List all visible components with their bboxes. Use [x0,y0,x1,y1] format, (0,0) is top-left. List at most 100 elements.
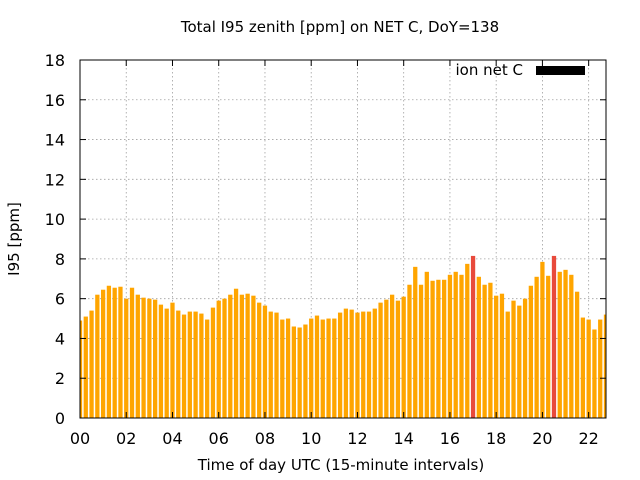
bar [522,298,528,418]
bar [511,300,516,418]
y-tick-labels: 0 2 4 6 8 10 12 14 16 18 [45,51,65,428]
bar [459,274,464,418]
bar [488,282,493,418]
bar [499,293,505,418]
bar [181,314,187,418]
bar [222,298,227,418]
bar [598,319,603,418]
y-tick-label: 18 [45,51,65,70]
bar [251,295,256,418]
bar [141,297,146,418]
bar [106,285,112,418]
bar [563,269,568,418]
bar [118,286,123,418]
bar [528,285,533,418]
legend-label: ion net C [456,61,523,79]
bar [332,318,337,418]
bar [280,319,285,418]
bar [158,304,164,418]
bar [95,294,100,418]
bar [147,298,152,418]
bar [233,288,239,418]
bar [389,294,395,418]
bar [569,274,574,418]
bar [210,307,216,418]
bar [80,320,83,418]
bar [447,274,453,418]
bar [424,271,429,418]
bar [505,311,510,418]
bar [135,294,140,418]
y-tick-label: 4 [55,329,65,348]
bar [170,302,175,418]
bar [228,294,233,418]
y-tick-label: 8 [55,250,65,269]
x-tick-label: 02 [116,429,136,448]
x-tick-label: 10 [301,429,321,448]
bar [193,311,198,418]
x-tick-label: 06 [209,429,229,448]
x-tick-label: 12 [347,429,367,448]
x-tick-label: 00 [70,429,90,448]
bar [257,302,262,418]
bar [176,310,181,418]
bar [326,318,331,418]
tick-marks [79,59,606,419]
bar [303,324,308,418]
bar [366,311,372,418]
bar [205,319,210,418]
y-tick-label: 14 [45,131,65,150]
bar [314,315,320,418]
x-axis-label: Time of day UTC (15-minute intervals) [197,456,484,474]
x-tick-label: 04 [162,429,182,448]
bar [349,309,354,418]
bar [262,305,268,418]
y-tick-label: 2 [55,369,65,388]
bar [482,284,487,418]
bars [80,255,606,418]
x-tick-label: 08 [255,429,275,448]
bar [395,300,401,418]
legend-swatch [536,66,585,75]
y-tick-label: 10 [45,210,65,229]
bar-highlight [551,255,557,418]
chart-title: Total I95 zenith [ppm] on NET C, DoY=138 [180,18,499,36]
bar [430,280,435,418]
bar [216,300,221,418]
bar [442,279,447,418]
bar [401,296,406,418]
bar-highlight [470,255,476,418]
plot-frame [79,59,607,419]
axes [79,59,607,419]
bar [453,271,458,418]
x-tick-labels: 00 02 04 06 08 10 12 14 16 18 20 22 [70,429,599,448]
bar [83,316,88,418]
bar [297,327,302,418]
x-tick-label: 14 [394,429,414,448]
bar [418,284,424,418]
bar [337,312,343,418]
bar [517,305,522,418]
y-tick-label: 6 [55,290,65,309]
bar [164,308,169,418]
bar [187,311,192,418]
x-tick-label: 18 [486,429,506,448]
bar [320,319,325,418]
bar [285,318,291,418]
bar [355,312,360,418]
bar [274,312,279,418]
bar [592,329,597,418]
bar [586,319,591,418]
bar [199,313,204,418]
bar [407,284,412,418]
bar [384,299,389,418]
bar [574,291,580,418]
bar [465,263,470,418]
bar [580,317,586,418]
bar [534,276,539,418]
bar [309,318,314,418]
bar [291,326,297,418]
bar [361,311,366,418]
bar [153,299,158,418]
